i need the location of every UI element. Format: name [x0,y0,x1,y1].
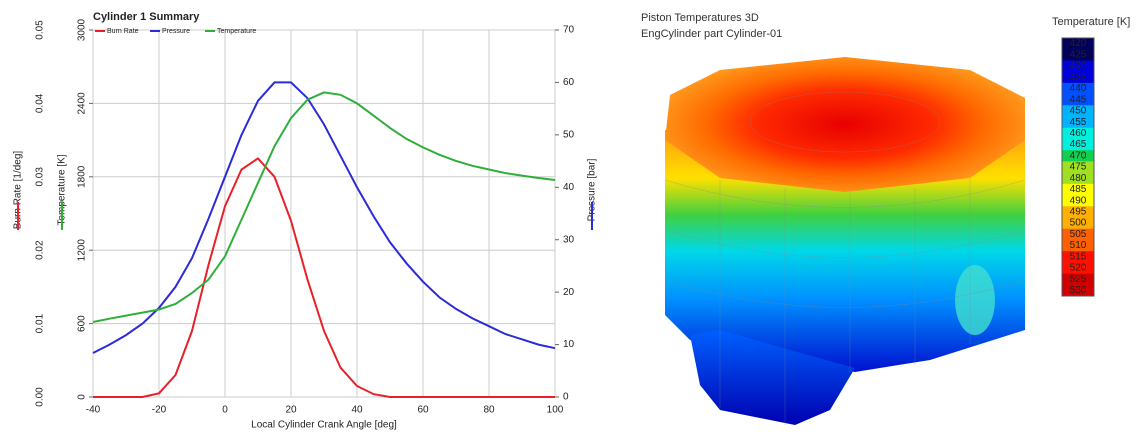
y-tick-label: 0.00 [35,387,46,407]
y-tick-label: 0.01 [35,313,46,333]
colorbar-tick-label: 460 [1070,128,1087,139]
colorbar-tick-label: 470 [1070,150,1087,161]
y2-tick-label: 30 [563,234,575,245]
x-tick-label: -40 [86,405,101,416]
y2-tick-label: 60 [563,77,575,88]
colorbar-tick-label: 445 [1070,94,1087,105]
colorbar-tick-label: 495 [1070,207,1087,218]
y3-tick-label: 1800 [77,165,88,188]
y2-tick-label: 10 [563,339,575,350]
y3-tick-label: 600 [77,315,88,332]
colorbar-tick-label: 515 [1070,251,1087,262]
y2-tick-label: 0 [563,392,569,403]
legend-label: Temperature [217,28,256,35]
colorbar-tick-label: 475 [1070,162,1087,173]
page: -40-200204060801000.000.010.020.030.040.… [0,0,1140,432]
colorbar-tick-label: 455 [1070,117,1087,128]
y2-tick-label: 70 [563,25,575,36]
legend-label: Burn Rate [107,28,139,35]
colorbar-tick-label: 485 [1070,184,1087,195]
y-tick-label: 0.03 [35,167,46,187]
colorbar-tick-label: 435 [1070,72,1087,83]
colorbar-title: Temperature [K] [1052,16,1130,28]
x-tick-label: 60 [417,405,429,416]
colorbar-tick-label: 430 [1070,61,1087,72]
legend-label: Pressure [162,28,190,35]
colorbar-tick-label: 465 [1070,139,1087,150]
y-tick-label: 0.02 [35,240,46,260]
y3-tick-label: 2400 [77,92,88,115]
chart-title: Cylinder 1 Summary [93,11,200,23]
piston-crown [665,57,1025,192]
y3-tick-label: 3000 [77,18,88,41]
x-tick-label: 100 [547,405,564,416]
x-tick-label: 20 [285,405,297,416]
y2-tick-label: 50 [563,129,575,140]
plot-area [93,30,555,397]
x-axis-title: Local Cylinder Crank Angle [deg] [251,420,397,431]
chart-subtitle: EngCylinder part Cylinder-01 [641,28,782,40]
colorbar-tick-label: 500 [1070,218,1087,229]
y3-tick-label: 0 [77,394,88,400]
chart-title: Piston Temperatures 3D [641,12,759,24]
x-tick-label: 80 [483,405,495,416]
x-tick-label: 40 [351,405,363,416]
colorbar-tick-label: 520 [1070,263,1087,274]
y-tick-label: 0.04 [35,93,46,113]
colorbar-tick-label: 525 [1070,274,1087,285]
y-tick-label: 0.05 [35,20,46,40]
y3-tick-label: 1200 [77,239,88,262]
x-tick-label: -20 [152,405,167,416]
colorbar-tick-label: 420 [1070,38,1087,49]
colorbar-tick-label: 530 [1070,285,1087,296]
y2-tick-label: 20 [563,287,575,298]
x-tick-label: 0 [222,405,228,416]
y2-tick-label: 40 [563,182,575,193]
colorbar-tick-label: 450 [1070,106,1087,117]
colorbar-tick-label: 510 [1070,240,1087,251]
colorbar-tick-label: 490 [1070,195,1087,206]
colorbar-tick-label: 480 [1070,173,1087,184]
piston-boss [955,265,995,335]
colorbar-tick-label: 440 [1070,83,1087,94]
piston-render [665,57,1025,425]
colorbar-tick-label: 505 [1070,229,1087,240]
colorbar-tick-label: 425 [1070,49,1087,60]
